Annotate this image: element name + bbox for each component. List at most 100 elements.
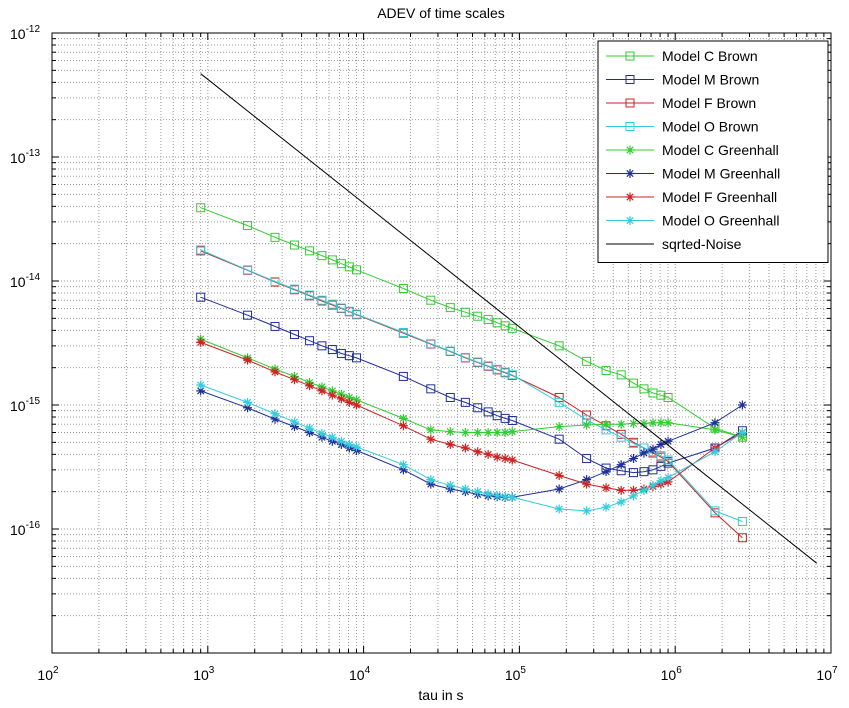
data-point xyxy=(554,392,564,402)
data-point xyxy=(289,330,299,340)
data-point xyxy=(351,353,361,363)
legend-box xyxy=(597,40,829,263)
data-point xyxy=(629,454,639,464)
data-point xyxy=(737,428,747,438)
data-point xyxy=(351,265,361,275)
data-point xyxy=(344,306,354,316)
data-point xyxy=(351,309,361,319)
legend-label: Model O Brown xyxy=(662,119,758,135)
data-point xyxy=(289,375,299,385)
data-point xyxy=(460,352,470,362)
data-point xyxy=(601,365,611,375)
data-point xyxy=(426,425,436,435)
data-point xyxy=(554,484,564,494)
data-point xyxy=(648,418,658,428)
legend-label: Model C Greenhall xyxy=(662,142,779,158)
data-point xyxy=(445,392,455,402)
data-point xyxy=(196,337,206,347)
data-point xyxy=(648,444,658,454)
data-point xyxy=(483,314,493,324)
data-point xyxy=(196,203,206,213)
data-point xyxy=(460,397,470,407)
data-point xyxy=(554,504,564,514)
data-point xyxy=(616,460,626,470)
legend-item: Model O Greenhall xyxy=(606,213,780,229)
legend-item: Model M Brown xyxy=(606,72,759,88)
data-point xyxy=(336,394,346,404)
data-point xyxy=(344,392,354,402)
data-point xyxy=(483,428,493,438)
legend-label: Model M Greenhall xyxy=(662,166,780,182)
data-point xyxy=(327,390,337,400)
x-axis-label: tau in s xyxy=(418,687,463,703)
data-point xyxy=(616,419,626,429)
data-point xyxy=(582,356,592,366)
data-point xyxy=(507,427,517,437)
data-point xyxy=(737,432,747,442)
data-point xyxy=(270,277,280,287)
data-point xyxy=(351,400,361,410)
data-point xyxy=(426,384,436,394)
data-point xyxy=(663,418,673,428)
data-point xyxy=(601,483,611,493)
data-point xyxy=(710,425,720,435)
legend-item: Model M Greenhall xyxy=(606,166,780,182)
data-point xyxy=(507,492,517,502)
data-point xyxy=(554,422,564,432)
data-point xyxy=(582,506,592,516)
data-point xyxy=(492,428,502,438)
data-point xyxy=(317,295,327,305)
plot-area-frame xyxy=(51,32,832,654)
data-point xyxy=(317,251,327,261)
legend-swatch-marker xyxy=(625,75,635,84)
data-point xyxy=(616,370,626,380)
data-point xyxy=(336,436,346,446)
legend-item: Model O Brown xyxy=(606,119,758,135)
data-point xyxy=(656,390,666,400)
data-point xyxy=(483,489,493,499)
data-point xyxy=(616,432,626,442)
data-point xyxy=(289,240,299,250)
legend-swatch-marker xyxy=(625,51,635,61)
data-point xyxy=(398,371,408,381)
legend-item: sqrted-Noise xyxy=(606,236,742,252)
data-point xyxy=(616,485,626,495)
data-point xyxy=(737,400,747,410)
data-point xyxy=(663,392,673,402)
data-point xyxy=(507,455,517,465)
data-point xyxy=(327,345,337,355)
data-point xyxy=(473,428,483,438)
data-point xyxy=(656,461,666,471)
data-point xyxy=(616,497,626,507)
data-point xyxy=(243,403,253,413)
data-point xyxy=(460,307,470,317)
data-point xyxy=(445,480,455,490)
data-point xyxy=(656,476,666,486)
data-point xyxy=(445,346,455,356)
data-point xyxy=(629,491,639,501)
data-point xyxy=(639,485,649,495)
data-point xyxy=(270,232,280,242)
series xyxy=(196,73,818,564)
data-point xyxy=(305,423,315,433)
data-point xyxy=(426,339,436,349)
data-point xyxy=(243,310,253,320)
data-point xyxy=(473,447,483,457)
data-point xyxy=(460,443,470,453)
data-point xyxy=(426,475,436,485)
data-point xyxy=(500,428,510,438)
data-point xyxy=(289,284,299,294)
data-point xyxy=(500,492,510,502)
data-point xyxy=(398,413,408,423)
data-point xyxy=(629,378,639,388)
legend-swatch-marker xyxy=(625,192,635,202)
data-point xyxy=(656,440,666,450)
data-point xyxy=(344,397,354,407)
legend-swatch-marker xyxy=(625,169,635,178)
data-point xyxy=(582,479,592,489)
data-point xyxy=(351,395,361,405)
data-point xyxy=(737,533,747,543)
data-point xyxy=(639,448,649,458)
data-point xyxy=(601,467,611,477)
chart-title: ADEV of time scales xyxy=(377,5,505,21)
